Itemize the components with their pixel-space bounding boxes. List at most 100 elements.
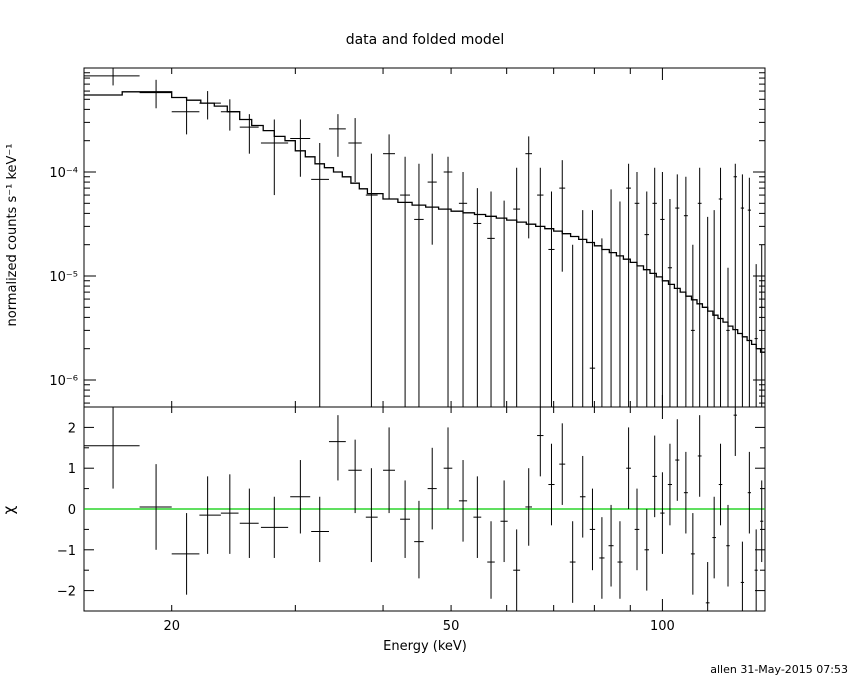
residual-y-tick-label: 0 (68, 503, 76, 518)
data-point (487, 191, 495, 407)
residual-point (726, 504, 730, 587)
data-point (683, 176, 688, 407)
residual-point (608, 504, 614, 587)
residual-point (683, 451, 688, 534)
x-tick-label: 50 (443, 619, 460, 634)
data-point (84, 68, 140, 86)
residual-point (626, 427, 631, 509)
data-point (290, 119, 311, 177)
data-point (652, 167, 657, 407)
data-point (513, 167, 521, 407)
spectrum-y-tick-label: 10⁻⁴ (49, 166, 78, 181)
residual-point (348, 439, 362, 514)
residual-point (513, 529, 521, 611)
residual-point (383, 427, 396, 514)
residual-point (634, 488, 640, 571)
residual-y-tick-label: −2 (57, 585, 76, 600)
data-point (365, 153, 378, 407)
residual-point (139, 464, 172, 550)
residual-point (458, 460, 468, 542)
residual-point (443, 427, 453, 509)
data-point (400, 156, 411, 407)
residual-point (290, 460, 311, 534)
data-point (427, 153, 437, 245)
data-point (220, 99, 239, 131)
data-point (740, 174, 745, 407)
residual-panel: 20 50 100 −2 −1 0 1 2 (57, 406, 766, 634)
data-point (718, 167, 723, 407)
data-point (458, 171, 468, 407)
residual-point (365, 468, 378, 563)
residual-point (239, 488, 259, 558)
data-point (414, 163, 424, 407)
residual-point (548, 443, 555, 526)
data-point (328, 114, 346, 157)
data-point (644, 191, 650, 407)
x-tick-label: 20 (163, 619, 180, 634)
residual-point (537, 407, 544, 477)
chart-title: data and folded model (346, 32, 505, 48)
data-point (626, 163, 631, 407)
residual-point (660, 472, 665, 554)
data-point (348, 118, 362, 183)
residual-point (311, 496, 329, 563)
data-point (559, 160, 566, 272)
data-point (634, 171, 640, 407)
residual-point (84, 407, 140, 489)
data-point (383, 134, 396, 200)
residual-point (667, 443, 673, 526)
spectrum-y-tick-label: 10⁻⁵ (49, 270, 78, 285)
data-point (537, 167, 544, 407)
data-point (697, 167, 702, 407)
data-point (667, 199, 673, 407)
residual-y-tick-label: 1 (68, 462, 76, 477)
residual-point (473, 476, 482, 558)
residual-y-tick-label: −1 (57, 544, 76, 559)
data-point (171, 97, 200, 135)
data-point (733, 163, 737, 407)
residual-point (260, 496, 289, 558)
data-point (760, 244, 764, 407)
residual-point (718, 443, 723, 526)
data-point (675, 174, 680, 407)
data-point (239, 114, 259, 154)
residual-point (220, 474, 239, 554)
data-point (260, 119, 289, 196)
residual-point (328, 415, 346, 481)
residual-point (747, 451, 751, 534)
y-axis-label-residual: χ (0, 505, 18, 514)
residual-point (569, 521, 576, 603)
residual-point (712, 496, 716, 579)
residual-point (414, 500, 424, 579)
residual-point (487, 521, 495, 599)
x-tick-label: 100 (650, 619, 675, 634)
residual-point (740, 541, 745, 611)
data-point (690, 244, 695, 407)
residual-point (697, 415, 702, 497)
x-axis-label: Energy (keV) (383, 639, 467, 654)
residual-point (579, 455, 586, 538)
data-point (473, 188, 482, 407)
data-point (443, 156, 453, 407)
residual-point (559, 423, 566, 505)
residual-point (760, 480, 764, 563)
data-point (589, 210, 596, 407)
data-point (660, 171, 665, 407)
footer-credit: allen 31-May-2015 07:53 (710, 663, 848, 676)
residual-y-tick-label: 2 (68, 421, 76, 436)
residual-point (400, 480, 411, 558)
data-point (311, 143, 329, 407)
residual-point (644, 509, 650, 591)
spectrum-panel: 10⁻⁶ 10⁻⁵ 10⁻⁴ (49, 67, 766, 408)
spectrum-y-tick-label: 10⁻⁶ (49, 374, 78, 389)
residual-point (525, 468, 533, 546)
y-axis-label-spectrum: normalized counts s⁻¹ keV⁻¹ (5, 144, 20, 327)
residual-point (690, 513, 695, 595)
residual-point (199, 476, 221, 554)
residual-point (675, 419, 680, 501)
data-point (726, 267, 730, 407)
data-point (747, 177, 751, 407)
residual-point (733, 407, 737, 456)
